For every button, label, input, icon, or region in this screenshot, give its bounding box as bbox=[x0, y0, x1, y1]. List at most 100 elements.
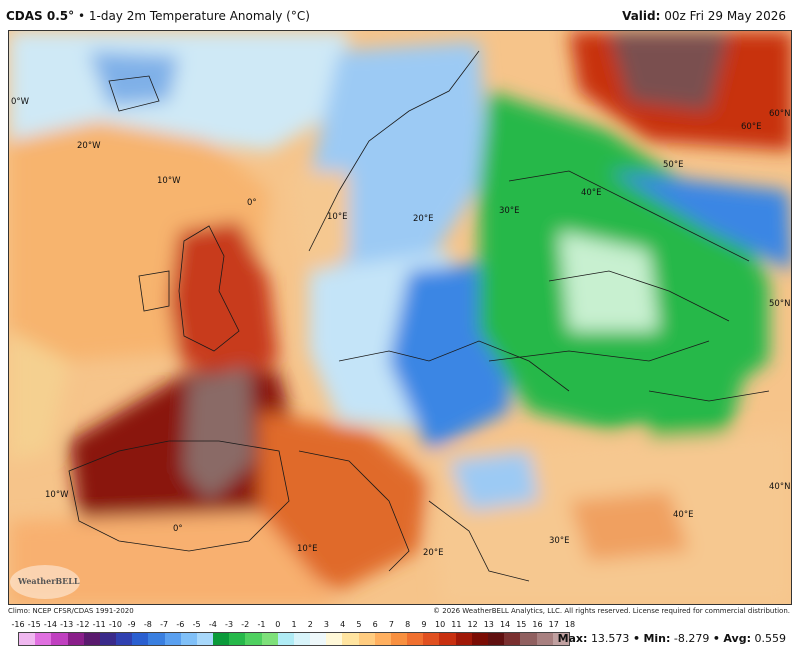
colorbar-swatch bbox=[277, 633, 294, 645]
lon-label: 20°E bbox=[423, 548, 443, 558]
map-canvas: 0°W 20°W 10°W 0° 10°E 20°E 30°E 40°E 50°… bbox=[9, 31, 791, 604]
colorbar-tick-label: 16 bbox=[532, 620, 543, 629]
colorbar-swatch bbox=[358, 633, 375, 645]
colorbar-tick-label: -15 bbox=[27, 620, 41, 629]
colorbar-tick-label: 17 bbox=[548, 620, 559, 629]
lon-label: 0° bbox=[247, 198, 257, 208]
colorbar-swatch bbox=[213, 633, 230, 645]
colorbar-tick-label: -7 bbox=[160, 620, 169, 629]
colorbar-tick-label: 12 bbox=[467, 620, 478, 629]
colorbar-swatch bbox=[487, 633, 505, 645]
chart-title: CDAS 0.5° • 1-day 2m Temperature Anomaly… bbox=[6, 9, 310, 23]
colorbar-swatch bbox=[504, 633, 521, 645]
colorbar-tick-label: -11 bbox=[92, 620, 106, 629]
colorbar-swatch bbox=[180, 633, 197, 645]
colorbar-tick-label: -8 bbox=[143, 620, 152, 629]
colorbar-tick-label: 0 bbox=[275, 620, 281, 629]
colorbar-tick-label: -3 bbox=[225, 620, 234, 629]
colorbar-tick-label: 2 bbox=[307, 620, 313, 629]
colorbar-swatch bbox=[196, 633, 214, 645]
borders bbox=[68, 50, 770, 582]
avg-label: Avg: bbox=[723, 632, 751, 645]
title-text: 1-day 2m Temperature Anomaly (°C) bbox=[88, 9, 310, 23]
colorbar-swatch bbox=[374, 633, 391, 645]
colorbar-tick-label: -14 bbox=[43, 620, 58, 629]
colorbar-tick-label: -4 bbox=[208, 620, 217, 629]
stat-sep: • bbox=[632, 632, 640, 645]
lon-label: 40°E bbox=[673, 510, 693, 520]
colorbar-swatch bbox=[19, 633, 36, 645]
lon-label: 0° bbox=[173, 524, 183, 534]
colorbar-swatch bbox=[390, 633, 408, 645]
lon-label: 10°W bbox=[45, 490, 69, 500]
lon-label: 40°E bbox=[581, 188, 601, 198]
valid-label: Valid: bbox=[622, 9, 661, 23]
valid-time: Valid: 00z Fri 29 May 2026 bbox=[622, 9, 786, 23]
lon-label: 10°E bbox=[327, 212, 347, 222]
colorbar-swatch bbox=[439, 633, 456, 645]
colorbar-swatch bbox=[164, 633, 181, 645]
colorbar-swatch bbox=[326, 633, 343, 645]
lon-label: 50°E bbox=[663, 160, 683, 170]
colorbar-tick-label: -13 bbox=[60, 620, 74, 629]
colorbar-tick-label: 4 bbox=[340, 620, 346, 629]
colorbar-swatch bbox=[35, 633, 52, 645]
colorbar-swatch bbox=[229, 633, 246, 645]
stat-sep: • bbox=[712, 632, 720, 645]
max-value: 13.573 bbox=[590, 632, 630, 645]
colorbar-swatch bbox=[261, 633, 278, 645]
climo-note: Climo: NCEP CFSR/CDAS 1991-2020 bbox=[8, 607, 134, 615]
colorbar-swatch bbox=[83, 633, 100, 645]
lon-label: 10°E bbox=[297, 544, 317, 554]
anomaly-field bbox=[9, 31, 791, 604]
title-separator: • bbox=[77, 9, 86, 23]
lon-label: 30°E bbox=[499, 206, 519, 216]
product-name: CDAS 0.5° bbox=[6, 9, 75, 23]
colorbar-tick-label: 3 bbox=[323, 620, 330, 629]
lat-label: 50°N bbox=[769, 299, 790, 309]
colorbar-tick-label: 18 bbox=[564, 620, 576, 629]
weatherbell-logo: WeatherBELL bbox=[10, 565, 80, 599]
header: CDAS 0.5° • 1-day 2m Temperature Anomaly… bbox=[0, 0, 800, 30]
colorbar-swatch bbox=[520, 633, 537, 645]
anomaly-map: 0°W 20°W 10°W 0° 10°E 20°E 30°E 40°E 50°… bbox=[8, 30, 792, 605]
colorbar-tick-label: -2 bbox=[241, 620, 250, 629]
colorbar-tick-label: -6 bbox=[176, 620, 185, 629]
colorbar-tick-label: -10 bbox=[108, 620, 122, 629]
lat-label: 60°N bbox=[769, 109, 790, 119]
max-label: Max: bbox=[557, 632, 588, 645]
valid-time-value: 00z Fri 29 May 2026 bbox=[664, 9, 786, 23]
colorbar-swatch bbox=[471, 633, 488, 645]
colorbar bbox=[18, 632, 570, 646]
colorbar-tick-label: 8 bbox=[405, 620, 411, 629]
lon-label: 0°W bbox=[11, 97, 30, 107]
min-value: -8.279 bbox=[673, 632, 710, 645]
logo-text: WeatherBELL bbox=[18, 576, 80, 586]
stats: Max: 13.573 • Min: -8.279 • Avg: 0.559 bbox=[558, 632, 786, 645]
colorbar-tick-label: 13 bbox=[483, 620, 494, 629]
colorbar-swatch bbox=[51, 633, 68, 645]
min-label: Min: bbox=[643, 632, 671, 645]
colorbar-swatch bbox=[536, 633, 553, 645]
colorbar-tick-label: -12 bbox=[76, 620, 90, 629]
colorbar-swatch bbox=[310, 633, 327, 645]
colorbar-swatch bbox=[293, 633, 311, 645]
colorbar-tick-label: -16 bbox=[11, 620, 25, 629]
colorbar-tick-label: 6 bbox=[372, 620, 378, 629]
colorbar-swatch bbox=[148, 633, 165, 645]
lat-label: 40°N bbox=[769, 482, 790, 492]
lon-label: 10°W bbox=[157, 176, 181, 186]
colorbar-swatch bbox=[132, 633, 149, 645]
avg-value: 0.559 bbox=[754, 632, 787, 645]
colorbar-tick-label: 7 bbox=[388, 620, 394, 629]
colorbar-swatch bbox=[116, 633, 133, 645]
colorbar-tick-label: -1 bbox=[257, 620, 266, 629]
colorbar-tick-label: 5 bbox=[356, 620, 362, 629]
lon-label: 20°W bbox=[77, 141, 101, 151]
lon-label: 30°E bbox=[549, 536, 569, 546]
colorbar-swatch bbox=[99, 633, 117, 645]
colorbar-swatch bbox=[67, 633, 84, 645]
colorbar-tick-label: 9 bbox=[421, 620, 427, 629]
colorbar-swatch bbox=[245, 633, 262, 645]
colorbar-swatch bbox=[455, 633, 472, 645]
